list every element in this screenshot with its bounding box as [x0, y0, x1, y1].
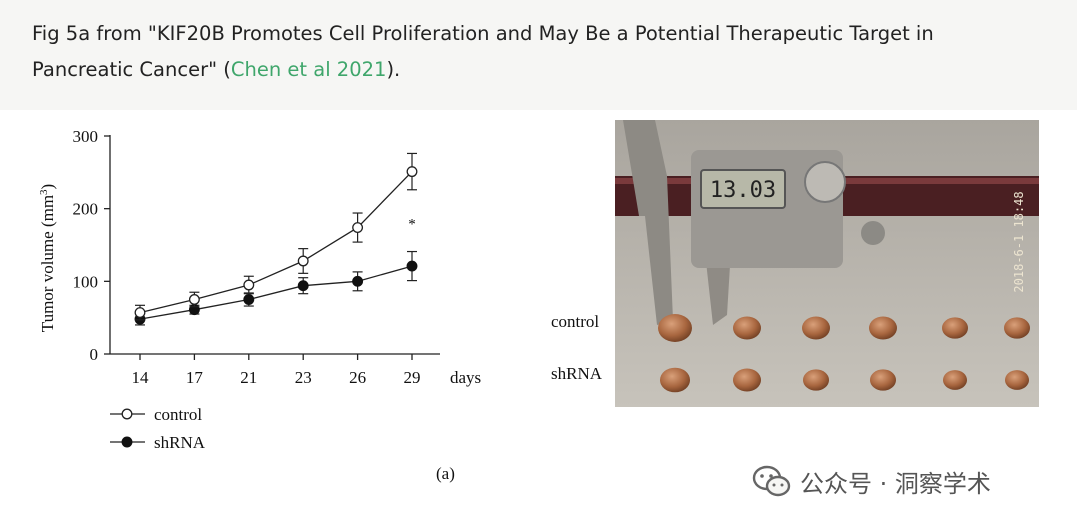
x-tick-label: 26 — [349, 368, 366, 387]
y-tick-label: 200 — [73, 200, 99, 219]
y-axis-label-text: Tumor volume (mm — [38, 195, 57, 332]
tumor-shrna — [943, 370, 967, 390]
x-tick-label: 17 — [186, 368, 204, 387]
data-point-shrna — [243, 294, 255, 305]
y-tick-label: 0 — [90, 345, 99, 364]
y-tick-label: 100 — [73, 272, 99, 291]
x-tick-label: 21 — [240, 368, 257, 387]
data-point-shrna — [352, 275, 364, 287]
significance-marker: * — [408, 217, 416, 233]
data-point-shrna — [406, 260, 418, 272]
data-point-control — [243, 279, 255, 291]
figure-caption: Fig 5a from "KIF20B Promotes Cell Prolif… — [32, 16, 1032, 88]
series-line-control — [139, 171, 413, 314]
y-axis-label-close: ) — [38, 184, 57, 190]
legend: control shRNA — [110, 405, 206, 452]
data-point-control — [352, 222, 364, 234]
wechat-watermark: 公众号 · 洞察学术 — [752, 462, 991, 500]
y-ticks: 0 100 200 300 — [73, 127, 110, 364]
tumor-shrna — [1005, 370, 1029, 390]
caption-text: Fig 5a from "KIF20B Promotes Cell Prolif… — [32, 22, 934, 81]
caliper-reading: 13.03 — [710, 178, 776, 203]
data-point-control — [188, 294, 200, 305]
legend-control-marker — [121, 408, 133, 420]
photo-label-control: control — [551, 312, 600, 331]
wechat-icon — [752, 465, 791, 497]
tumor-shrna — [660, 367, 690, 393]
legend-shrna-marker — [121, 436, 133, 448]
series-layer — [134, 152, 418, 326]
x-axis-label: days — [450, 368, 481, 387]
caliper-display — [700, 169, 786, 209]
photo-label-shrna: shRNA — [551, 364, 603, 383]
tumor-caliper-photo: 13.03 2018-6-1 18:48 — [615, 120, 1039, 407]
series-line-shrna — [139, 265, 413, 320]
tumor-shrna — [803, 369, 829, 391]
data-point-control — [297, 255, 309, 267]
y-axis-label: Tumor volume (mm3) — [38, 184, 57, 332]
data-point-control — [406, 166, 418, 178]
tumor-layer — [658, 314, 1030, 393]
tumor-volume-chart: 0 100 200 300 14 17 21 23 26 29 Tumor volume (mm… — [38, 127, 481, 452]
data-point-control — [134, 307, 146, 319]
x-tick-label: 14 — [132, 368, 150, 387]
x-tick-label: 23 — [295, 368, 312, 387]
caption-suffix: ). — [386, 58, 401, 81]
legend-shrna-label: shRNA — [154, 433, 206, 452]
tumor-control — [802, 316, 830, 340]
caliper-knob — [861, 221, 885, 245]
caliper-jaw-left — [623, 120, 673, 325]
tumor-control — [942, 317, 968, 339]
x-tick-label: 29 — [404, 368, 421, 387]
y-axis-label-superscript: 3 — [38, 189, 50, 195]
citation-link[interactable]: Chen et al 2021 — [230, 58, 387, 81]
panel-label: (a) — [436, 464, 455, 483]
series-shrna — [134, 250, 418, 326]
tumor-control — [733, 316, 761, 340]
tumor-control — [658, 314, 692, 342]
legend-control-label: control — [154, 405, 202, 424]
watermark-text: 公众号 · 洞察学术 — [800, 469, 991, 498]
caliper-thumbwheel — [804, 161, 846, 203]
photo-timestamp: 2018-6-1 18:48 — [1012, 191, 1026, 292]
y-tick-label: 300 — [73, 127, 99, 146]
data-point-shrna — [297, 280, 309, 292]
figure-panel: 0 100 200 300 14 17 21 23 26 29 Tumor volume (mm… — [0, 110, 1077, 523]
x-ticks: 14 17 21 23 26 29 — [132, 354, 421, 387]
series-control — [134, 152, 418, 321]
tumor-shrna — [870, 369, 896, 391]
tumor-shrna — [733, 368, 761, 392]
tumor-control — [869, 316, 897, 340]
tumor-control — [1004, 317, 1030, 339]
photo-illustration: 13.03 2018-6-1 18:48 — [615, 120, 1039, 407]
